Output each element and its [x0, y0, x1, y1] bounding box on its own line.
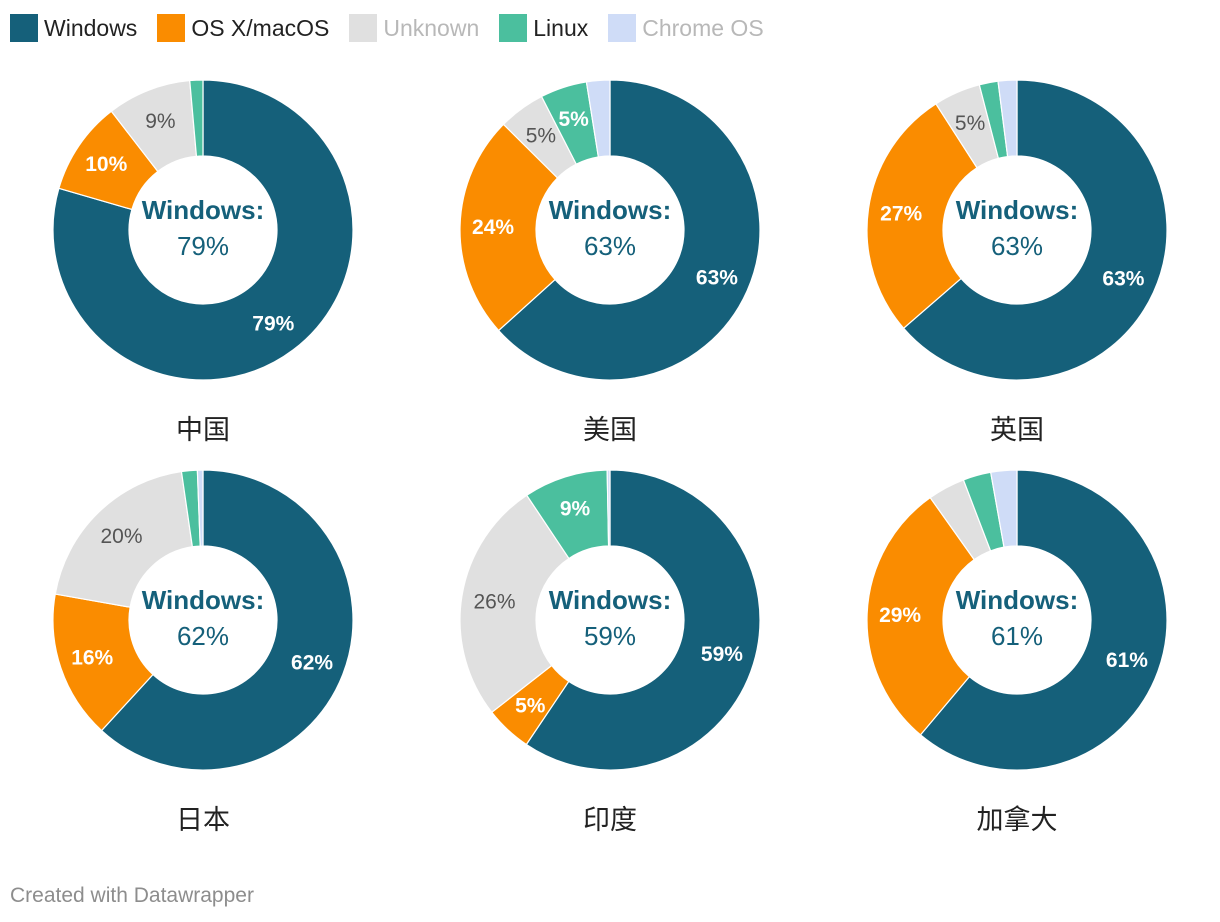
donut-slice-windows: [497, 79, 761, 381]
donut-center-label: Windows: 59%: [510, 582, 710, 654]
donut-center-label: Windows: 62%: [103, 582, 303, 654]
slice-value-label: 79%: [252, 313, 294, 336]
donut-slice-unknown: [459, 494, 570, 714]
donut-slice-windows: [902, 79, 1168, 381]
slice-value-label: 10%: [85, 153, 127, 176]
donut-slice-chrome-os: [989, 469, 1018, 548]
legend-swatch: [157, 14, 186, 42]
slice-value-label: 24%: [472, 216, 514, 239]
slice-value-label: 62%: [291, 651, 333, 674]
slice-value-label: 5%: [515, 695, 546, 718]
slice-value-label: 59%: [701, 643, 743, 666]
donut-chart: 62% 16% 20% Windows: 62% 日本: [52, 469, 354, 850]
legend-label: Windows: [44, 14, 138, 41]
slice-value-label: 20%: [100, 525, 142, 548]
donut-svg: 63% 27% 5%: [866, 79, 1168, 381]
donut-svg: 61% 29%: [866, 469, 1168, 771]
donut-svg: 63% 24% 5%5%: [459, 79, 761, 381]
footer-credit: Created with Datawrapper: [10, 884, 254, 907]
center-title: Windows:: [955, 195, 1079, 225]
center-value: 62%: [176, 621, 230, 651]
center-value: 79%: [176, 231, 230, 261]
donut-slice-os-x-macos: [866, 496, 976, 736]
legend-item: Chrome OS: [608, 14, 764, 42]
slice-value-label: 61%: [1106, 649, 1148, 672]
donut-slice-os-x-macos: [866, 102, 978, 330]
donut-slice-chrome-os: [585, 79, 611, 158]
center-title: Windows:: [548, 195, 672, 225]
slice-value-label: 16%: [71, 647, 113, 670]
legend-label: Chrome OS: [642, 14, 764, 41]
donut-center-label: Windows: 79%: [103, 192, 303, 264]
donut-chart: 63% 24% 5% 5% Windows: 63% 美国: [459, 79, 761, 460]
donut-slice-chrome-os: [997, 79, 1018, 158]
donut-center-label: Windows: 63%: [510, 192, 710, 264]
legend-item: Unknown: [349, 14, 479, 42]
center-value: 61%: [990, 621, 1044, 651]
donut-slice-windows: [525, 469, 761, 771]
center-value: 59%: [583, 621, 637, 651]
donut-slice-unknown: [54, 470, 194, 608]
donut-chart: 61% 29% Windows: 61% 加拿大: [866, 469, 1168, 850]
chart-country-name: 美国: [583, 415, 637, 446]
legend-item: OS X/macOS: [157, 14, 329, 42]
slice-value-label: 29%: [879, 604, 921, 627]
legend-swatch: [608, 14, 637, 42]
donut-chart: 63% 27% 5% Windows: 63% 英国: [866, 79, 1168, 460]
donut-chart: 79% 10% 9% Windows: 79% 中国: [52, 79, 354, 460]
legend-item: Windows: [10, 14, 137, 42]
chart-country-name: 加拿大: [976, 805, 1058, 836]
center-title: Windows:: [955, 585, 1079, 615]
slice-value-label: 26%: [473, 590, 515, 613]
slice-value-label: 9%: [145, 110, 175, 133]
slice-value-label: 63%: [696, 267, 738, 290]
slice-value-label: 27%: [880, 202, 922, 225]
center-value: 63%: [990, 231, 1044, 261]
legend: Windows OS X/macOS Unknown Linux Chrome OS: [10, 12, 784, 44]
donut-center-label: Windows: 61%: [917, 582, 1117, 654]
legend-label: Linux: [533, 14, 589, 41]
slice-value-label: 63%: [1102, 268, 1144, 291]
donut-slice-windows: [52, 79, 354, 381]
donut-chart: 59% 5% 26% 9% Windows: 59% 印度: [459, 469, 761, 850]
donut-svg: 62% 16% 20%: [52, 469, 354, 771]
donut-slice-windows: [919, 469, 1168, 771]
center-title: Windows:: [141, 195, 265, 225]
slice-value-label: 5%: [558, 108, 589, 131]
legend-swatch: [10, 14, 38, 42]
legend-swatch: [349, 14, 378, 42]
legend-label: OS X/macOS: [191, 14, 330, 41]
chart-country-name: 印度: [583, 805, 637, 836]
slice-value-label: 9%: [560, 497, 591, 520]
center-title: Windows:: [548, 585, 672, 615]
slice-value-label: 5%: [526, 125, 556, 148]
donut-slice-windows: [100, 469, 354, 771]
chart-country-name: 中国: [176, 415, 230, 446]
donut-svg: 79% 10% 9%: [52, 79, 354, 381]
donut-slice-os-x-macos: [459, 123, 559, 332]
chart-country-name: 日本: [176, 805, 230, 836]
legend-label: Unknown: [383, 14, 480, 41]
donut-center-label: Windows: 63%: [917, 192, 1117, 264]
donut-slice-chrome-os: [606, 469, 611, 547]
center-title: Windows:: [141, 585, 265, 615]
donut-slice-linux: [189, 79, 204, 157]
donut-slice-chrome-os: [196, 469, 204, 547]
donut-svg: 59% 5% 26% 9%: [459, 469, 761, 771]
chart-country-name: 英国: [990, 415, 1044, 446]
slice-value-label: 5%: [955, 112, 985, 135]
legend-item: Linux: [499, 14, 588, 42]
legend-swatch: [499, 14, 528, 42]
center-value: 63%: [583, 231, 637, 261]
